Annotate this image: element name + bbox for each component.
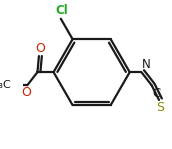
Text: H₃C: H₃C [0, 80, 12, 90]
Text: C: C [152, 87, 161, 100]
Text: Cl: Cl [55, 4, 68, 17]
Text: S: S [156, 101, 164, 114]
Text: N: N [142, 58, 151, 71]
Text: O: O [22, 86, 31, 99]
Text: O: O [35, 42, 45, 55]
